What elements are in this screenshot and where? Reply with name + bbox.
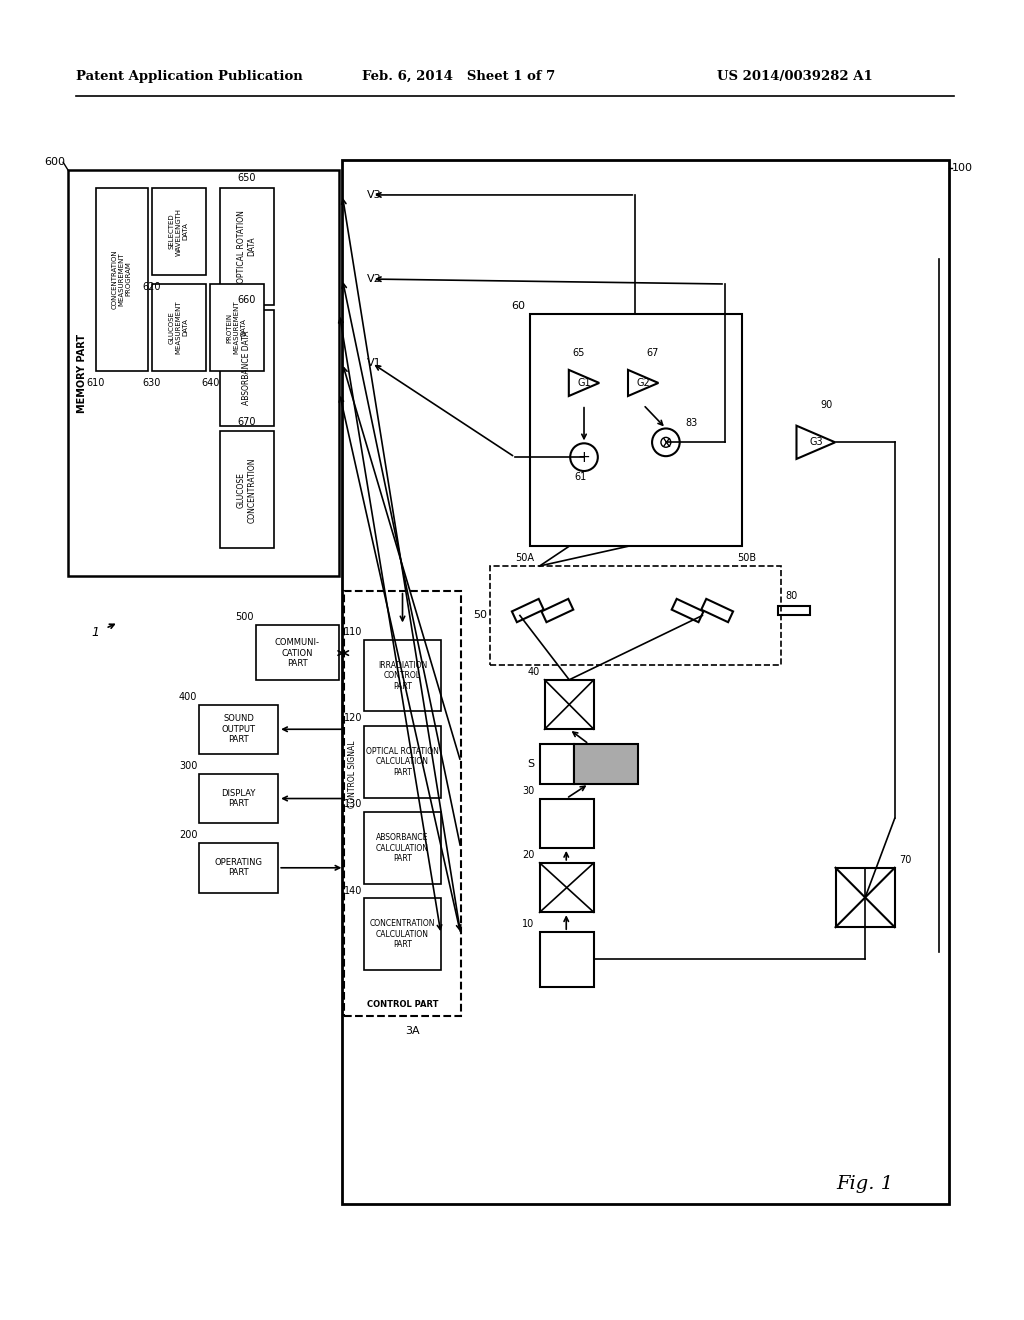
Bar	[365, 640, 441, 711]
Text: OPERATING
PART: OPERATING PART	[215, 858, 263, 878]
Text: 500: 500	[236, 612, 254, 623]
Bar	[574, 744, 638, 784]
Bar	[701, 599, 733, 622]
Bar	[365, 899, 441, 970]
Text: 140: 140	[344, 886, 362, 895]
Text: V3: V3	[367, 190, 382, 199]
Text: MEMORY PART: MEMORY PART	[77, 334, 87, 413]
Text: Feb. 6, 2014   Sheet 1 of 7: Feb. 6, 2014 Sheet 1 of 7	[362, 70, 555, 83]
Bar	[220, 187, 274, 305]
Text: ABSORBANCE
CALCULATION
PART: ABSORBANCE CALCULATION PART	[376, 833, 429, 863]
Bar	[490, 566, 781, 665]
Text: 30: 30	[522, 785, 535, 796]
Bar	[540, 863, 594, 912]
Bar	[256, 626, 339, 680]
Text: 130: 130	[344, 800, 362, 809]
Text: 100: 100	[952, 164, 973, 173]
Text: 3A: 3A	[406, 1026, 420, 1036]
Text: 67: 67	[646, 348, 658, 358]
Text: 90: 90	[821, 400, 833, 409]
Text: 640: 640	[201, 378, 219, 388]
Bar	[365, 726, 441, 797]
Bar	[344, 591, 461, 1016]
Text: 610: 610	[87, 378, 104, 388]
Text: 1: 1	[92, 626, 99, 639]
Bar	[200, 843, 279, 892]
Bar	[152, 187, 206, 275]
Bar	[672, 599, 703, 622]
Text: CONTROL SIGNAL: CONTROL SIGNAL	[348, 741, 356, 808]
Bar	[542, 599, 573, 622]
Text: IRRADIATION
CONTROL
PART: IRRADIATION CONTROL PART	[378, 661, 427, 690]
Text: CONCENTRATION
MEASUREMENT
PROGRAM: CONCENTRATION MEASUREMENT PROGRAM	[112, 249, 131, 309]
Bar	[220, 310, 274, 426]
Text: ABSORBANCE DATA: ABSORBANCE DATA	[242, 331, 251, 405]
Text: S: S	[527, 759, 535, 768]
Text: 600: 600	[44, 157, 66, 168]
Text: G3: G3	[809, 437, 822, 447]
Text: CONCENTRATION
CALCULATION
PART: CONCENTRATION CALCULATION PART	[370, 919, 435, 949]
Text: 650: 650	[238, 173, 256, 183]
Text: 660: 660	[238, 294, 256, 305]
Bar	[220, 432, 274, 548]
Bar	[152, 284, 206, 371]
Bar	[342, 160, 949, 1204]
Text: DISPLAY
PART: DISPLAY PART	[221, 789, 256, 808]
Bar	[540, 744, 574, 784]
Text: GLUCOSE
MEASUREMENT
DATA: GLUCOSE MEASUREMENT DATA	[169, 301, 188, 354]
Bar	[365, 812, 441, 883]
Bar	[540, 932, 594, 986]
Text: 670: 670	[238, 417, 256, 426]
Bar	[200, 774, 279, 824]
Text: 110: 110	[344, 627, 362, 638]
Text: PROTEIN
MEASUREMENT
DATA: PROTEIN MEASUREMENT DATA	[226, 301, 247, 354]
Text: OPTICAL ROTATION
CALCULATION
PART: OPTICAL ROTATION CALCULATION PART	[366, 747, 439, 776]
Bar	[836, 867, 895, 927]
Bar	[512, 599, 544, 622]
Text: 40: 40	[527, 667, 540, 677]
Bar	[69, 170, 339, 576]
Text: 65: 65	[572, 348, 585, 358]
Text: Fig. 1: Fig. 1	[837, 1175, 894, 1193]
Text: GLUCOSE
CONCENTRATION: GLUCOSE CONCENTRATION	[237, 457, 256, 523]
Bar	[529, 314, 741, 546]
Text: OPTICAL ROTATION
DATA: OPTICAL ROTATION DATA	[237, 210, 256, 282]
Text: 83: 83	[686, 417, 698, 428]
Bar	[778, 606, 810, 615]
Bar	[95, 187, 148, 371]
Text: SOUND
OUTPUT
PART: SOUND OUTPUT PART	[222, 714, 256, 744]
Text: 300: 300	[179, 760, 198, 771]
Bar	[540, 799, 594, 847]
Text: +: +	[578, 450, 591, 465]
Text: x: x	[662, 434, 671, 450]
Text: Patent Application Publication: Patent Application Publication	[76, 70, 303, 83]
Text: 70: 70	[900, 855, 912, 865]
Bar	[200, 705, 279, 754]
Text: 630: 630	[142, 378, 161, 388]
Text: 80: 80	[785, 590, 798, 601]
Text: COMMUNI-
CATION
PART: COMMUNI- CATION PART	[274, 638, 319, 668]
Text: 200: 200	[179, 830, 198, 840]
Text: US 2014/0039282 A1: US 2014/0039282 A1	[717, 70, 872, 83]
Text: 620: 620	[142, 282, 161, 292]
Bar	[545, 680, 594, 729]
Text: V1: V1	[367, 358, 382, 368]
Text: 10: 10	[522, 919, 535, 929]
Text: SELECTED
WAVELENGTH
DATA: SELECTED WAVELENGTH DATA	[169, 207, 188, 256]
Text: 20: 20	[522, 850, 535, 859]
Text: 50B: 50B	[737, 553, 757, 564]
Bar	[210, 284, 264, 371]
Text: G2: G2	[636, 378, 650, 388]
Text: 50: 50	[473, 610, 487, 620]
Text: CONTROL PART: CONTROL PART	[367, 999, 438, 1008]
Text: 120: 120	[344, 713, 362, 723]
Text: 61: 61	[574, 473, 587, 482]
Text: 50A: 50A	[515, 553, 535, 564]
Text: 60: 60	[511, 301, 525, 310]
Text: G1: G1	[578, 378, 591, 388]
Text: V2: V2	[367, 275, 382, 284]
Text: 400: 400	[179, 692, 198, 702]
